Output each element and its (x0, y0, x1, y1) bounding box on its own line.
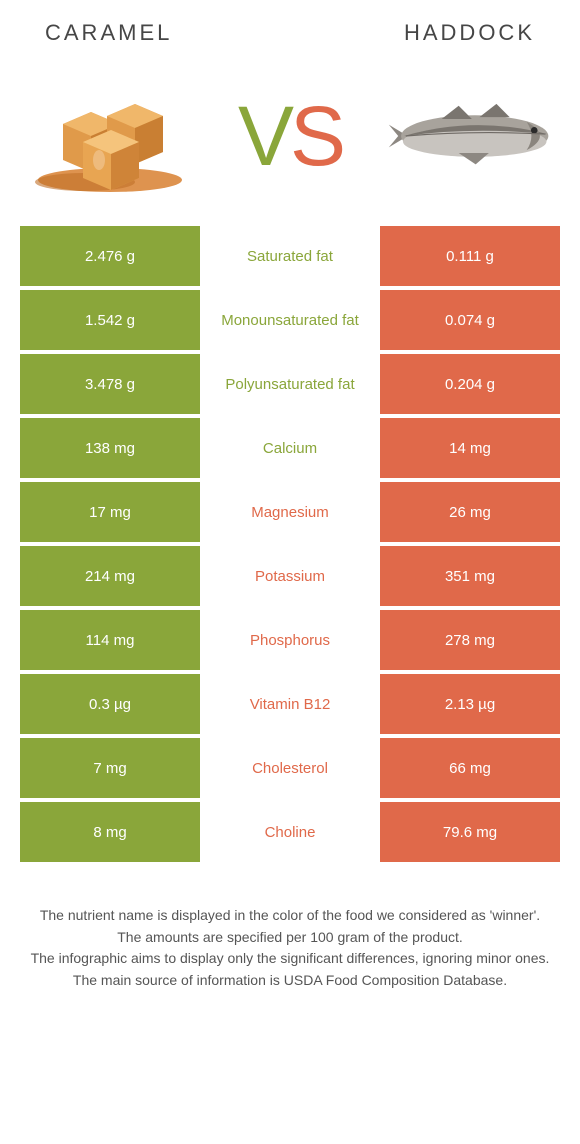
right-value: 351 mg (380, 546, 560, 606)
nutrition-row: 1.542 gMonounsaturated fat0.074 g (20, 290, 560, 350)
right-value: 0.111 g (380, 226, 560, 286)
haddock-image (385, 76, 555, 196)
right-value: 2.13 µg (380, 674, 560, 734)
right-value: 79.6 mg (380, 802, 560, 862)
header-left-title: CARAMEL (45, 20, 172, 46)
left-value: 114 mg (20, 610, 200, 670)
left-value: 8 mg (20, 802, 200, 862)
vs-s: S (290, 88, 342, 185)
left-value: 7 mg (20, 738, 200, 798)
nutrient-label: Cholesterol (200, 738, 380, 798)
left-value: 3.478 g (20, 354, 200, 414)
nutrient-label: Polyunsaturated fat (200, 354, 380, 414)
footnote-line: The main source of information is USDA F… (30, 971, 550, 991)
nutrition-row: 8 mgCholine79.6 mg (20, 802, 560, 862)
footnote-line: The nutrient name is displayed in the co… (30, 906, 550, 926)
right-value: 0.074 g (380, 290, 560, 350)
nutrition-row: 17 mgMagnesium26 mg (20, 482, 560, 542)
header: CARAMEL HADDOCK (0, 0, 580, 56)
header-right-title: HADDOCK (404, 20, 535, 46)
right-value: 14 mg (380, 418, 560, 478)
nutrition-row: 114 mgPhosphorus278 mg (20, 610, 560, 670)
nutrition-table: 2.476 gSaturated fat0.111 g1.542 gMonoun… (20, 226, 560, 862)
left-value: 138 mg (20, 418, 200, 478)
nutrient-label: Choline (200, 802, 380, 862)
right-value: 0.204 g (380, 354, 560, 414)
hero-row: VS (0, 56, 580, 226)
nutrient-label: Calcium (200, 418, 380, 478)
right-value: 66 mg (380, 738, 560, 798)
left-value: 1.542 g (20, 290, 200, 350)
vs-label: VS (238, 88, 342, 185)
nutrition-row: 3.478 gPolyunsaturated fat0.204 g (20, 354, 560, 414)
footnote-line: The infographic aims to display only the… (30, 949, 550, 969)
nutrition-row: 2.476 gSaturated fat0.111 g (20, 226, 560, 286)
left-value: 214 mg (20, 546, 200, 606)
nutrient-label: Saturated fat (200, 226, 380, 286)
nutrient-label: Magnesium (200, 482, 380, 542)
nutrition-row: 138 mgCalcium14 mg (20, 418, 560, 478)
footnotes: The nutrient name is displayed in the co… (0, 866, 580, 990)
left-value: 17 mg (20, 482, 200, 542)
right-value: 278 mg (380, 610, 560, 670)
nutrient-label: Phosphorus (200, 610, 380, 670)
caramel-image (25, 76, 195, 196)
nutrition-row: 0.3 µgVitamin B122.13 µg (20, 674, 560, 734)
nutrition-row: 7 mgCholesterol66 mg (20, 738, 560, 798)
nutrient-label: Vitamin B12 (200, 674, 380, 734)
vs-v: V (238, 88, 290, 185)
left-value: 2.476 g (20, 226, 200, 286)
left-value: 0.3 µg (20, 674, 200, 734)
right-value: 26 mg (380, 482, 560, 542)
nutrient-label: Potassium (200, 546, 380, 606)
nutrient-label: Monounsaturated fat (200, 290, 380, 350)
footnote-line: The amounts are specified per 100 gram o… (30, 928, 550, 948)
nutrition-row: 214 mgPotassium351 mg (20, 546, 560, 606)
